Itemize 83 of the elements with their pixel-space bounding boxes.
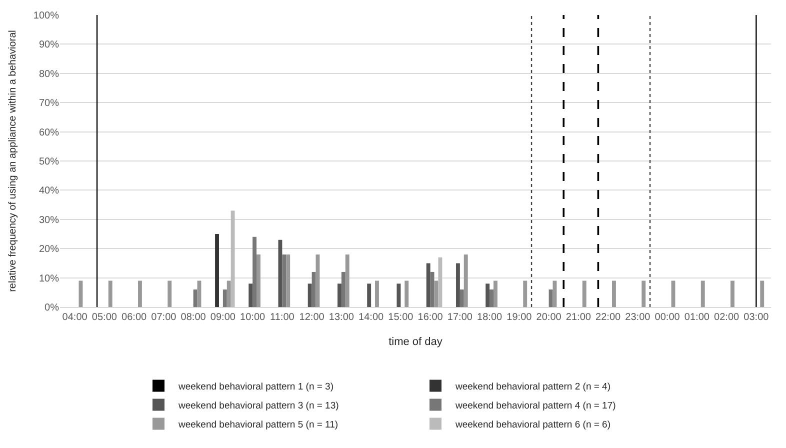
- x-axis-title: time of day: [388, 336, 443, 348]
- bar: [426, 263, 430, 307]
- x-tick-label: 08:00: [180, 312, 206, 323]
- y-tick-label: 0%: [44, 302, 60, 314]
- x-tick-label: 06:00: [122, 312, 148, 323]
- x-tick-label: 02:00: [714, 312, 740, 323]
- x-tick-label: 19:00: [506, 312, 532, 323]
- x-tick-label: 10:00: [240, 312, 266, 323]
- bar: [460, 289, 464, 307]
- x-tick-label: 14:00: [358, 312, 384, 323]
- x-tick-label: 20:00: [536, 312, 562, 323]
- x-tick-label: 04:00: [62, 312, 88, 323]
- x-tick-label: 01:00: [684, 312, 710, 323]
- bar: [341, 272, 346, 307]
- x-tick-label: 21:00: [566, 312, 592, 323]
- y-tick-label: 40%: [38, 186, 60, 197]
- bar: [308, 284, 312, 307]
- bar: [312, 272, 316, 307]
- y-tick-label: 80%: [38, 68, 60, 80]
- bar: [345, 254, 350, 307]
- bar: [494, 280, 498, 307]
- bar: [730, 280, 734, 307]
- bar: [256, 254, 260, 307]
- bar: [337, 284, 342, 307]
- x-tick-label: 15:00: [388, 312, 414, 323]
- bar: [464, 254, 468, 307]
- bar: [486, 284, 490, 307]
- bar: [282, 254, 286, 307]
- x-tick-label: 17:00: [447, 312, 473, 323]
- legend-label: weekend behavioral pattern 4 (n = 17): [454, 400, 616, 412]
- x-tick-label: 12:00: [299, 312, 325, 323]
- bar: [193, 289, 198, 307]
- bar: [760, 280, 764, 307]
- x-tick-label: 13:00: [328, 312, 354, 323]
- x-tick-label: 00:00: [654, 312, 680, 323]
- y-tick-label: 50%: [38, 156, 60, 168]
- bar: [375, 280, 379, 307]
- bar: [700, 280, 705, 307]
- bar: [548, 289, 553, 307]
- x-tick-label: 09:00: [210, 312, 236, 323]
- bar: [215, 234, 219, 307]
- bar: [612, 280, 616, 307]
- bar: [642, 280, 646, 307]
- bar: [168, 280, 172, 307]
- bar: [108, 280, 112, 307]
- bar: [226, 280, 231, 307]
- legend-label: weekend behavioral pattern 6 (n = 6): [454, 419, 611, 430]
- y-tick-label: 10%: [38, 273, 60, 284]
- legend-label: weekend behavioral pattern 3 (n = 13): [178, 400, 339, 412]
- bar: [404, 280, 409, 307]
- bar: [438, 257, 442, 307]
- y-tick-label: 100%: [33, 10, 60, 22]
- bar: [286, 254, 290, 307]
- y-tick-label: 90%: [38, 40, 60, 51]
- legend-label: weekend behavioral pattern 1 (n = 3): [178, 381, 334, 392]
- bar: [230, 210, 235, 307]
- y-tick-label: 70%: [38, 98, 60, 110]
- y-tick-label: 30%: [38, 214, 60, 226]
- bar: [430, 272, 434, 307]
- x-tick-label: 07:00: [151, 312, 177, 323]
- bar: [278, 240, 282, 307]
- legend-label: weekend behavioral pattern 5 (n = 11): [178, 419, 338, 430]
- bar: [248, 284, 253, 307]
- legend-label: weekend behavioral pattern 2 (n = 4): [454, 381, 611, 392]
- bar: [456, 263, 460, 307]
- x-tick-label: 23:00: [625, 312, 651, 323]
- bar: [252, 236, 257, 307]
- x-tick-label: 03:00: [744, 312, 770, 323]
- y-tick-label: 60%: [38, 127, 60, 138]
- bar: [138, 280, 142, 307]
- x-tick-label: 18:00: [477, 312, 503, 323]
- x-tick-label: 16:00: [418, 312, 444, 323]
- y-axis-title: relative frequency of using an appliance within a behavioral: [7, 30, 18, 292]
- bar: [222, 289, 227, 307]
- bar: [396, 284, 401, 307]
- y-tick-label: 20%: [38, 244, 60, 256]
- bar: [523, 280, 528, 307]
- bar: [490, 289, 494, 307]
- x-tick-label: 11:00: [270, 312, 295, 323]
- bar: [582, 280, 586, 307]
- bar: [367, 284, 372, 307]
- x-tick-label: 05:00: [92, 312, 118, 323]
- x-tick-label: 22:00: [596, 312, 622, 323]
